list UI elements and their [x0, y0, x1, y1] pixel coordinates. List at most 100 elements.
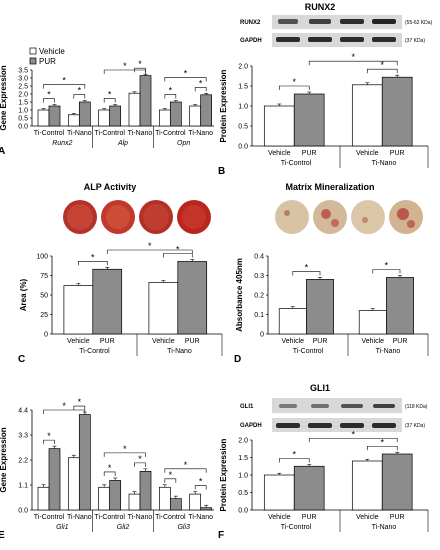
x-tick-label: Ti-Nano: [188, 514, 213, 521]
sig-bracket-pair-star: *: [292, 77, 296, 87]
x-tick-label: Vehicle: [356, 514, 379, 521]
group-label: Ti-Control: [281, 524, 312, 531]
bar-f-3: [381, 453, 413, 511]
bar-d-0: [278, 308, 307, 335]
y-tick-label: 0: [260, 332, 264, 339]
blot-band: [341, 404, 363, 408]
blot-runx2-row2-size: (37 KDa): [405, 38, 425, 44]
blot-band: [311, 404, 329, 408]
sig-bracket-pair-star: *: [91, 252, 95, 262]
sig-bracket-group: [164, 77, 207, 82]
y-tick-label: 0.2: [254, 293, 264, 300]
bar-alp-0-pur: [109, 105, 122, 127]
y-tick-label: 1.0: [238, 104, 248, 111]
sig-bracket-pair: [278, 458, 310, 463]
panel-label-B: B: [218, 166, 225, 177]
y-tick-label: 3.0: [18, 76, 28, 83]
bar-b-1: [293, 93, 325, 147]
x-tick-label: PUR: [313, 338, 328, 345]
bar-b-2: [351, 84, 383, 147]
y-tick-label: 2.5: [18, 84, 28, 91]
chart-A: 0.00.51.01.52.02.53.03.5 Gene Expression A…: [0, 59, 214, 157]
chart-D: 0 0.1 0.2 0.3 0.4 Absorbance 405nm D Vehicle PUR…: [234, 254, 429, 365]
y-tick-label: 1.5: [238, 455, 248, 462]
group-label: Ti-Nano: [372, 160, 397, 167]
x-tick-label: Ti-Nano: [67, 130, 92, 137]
panel-label-C: C: [18, 354, 25, 365]
blot-runx2: RUNX2 RUNX2 (55-62 KDa) GAPDH (37 KDa): [240, 2, 433, 47]
group-label: Ti-Control: [293, 348, 324, 355]
matrix-title: Matrix Mineralization: [285, 182, 374, 192]
blot-band: [278, 19, 298, 24]
bar-gli2-0-pur: [109, 480, 122, 511]
y-tick-label: 75: [40, 273, 48, 280]
y-tick-label: 0: [44, 332, 48, 339]
legend-pur-label: PUR: [39, 57, 56, 66]
x-tick-label: PUR: [302, 150, 317, 157]
sig-bracket-pair-star: *: [78, 86, 82, 96]
x-tick-label: PUR: [390, 150, 405, 157]
x-tick-label: PUR: [185, 338, 200, 345]
blot-band: [309, 19, 331, 24]
alp-photo-row: ALP Activity: [63, 182, 211, 234]
bar-b-3: [381, 76, 413, 147]
gene-label: Alp: [117, 140, 128, 147]
sig-bracket-pair: [163, 253, 193, 258]
sig-bracket-pair-star: *: [78, 397, 82, 407]
x-tick-label: Vehicle: [282, 338, 305, 345]
y-tick-label: 3.3: [18, 433, 28, 440]
panel-label-A: A: [0, 146, 5, 157]
x-tick-label: Ti-Control: [94, 130, 125, 137]
y-tick-label: 0.5: [238, 490, 248, 497]
matrix-well-1: [275, 200, 309, 234]
bar-gli2-1-pur: [139, 471, 152, 511]
alp-title: ALP Activity: [84, 182, 137, 192]
bar-b-0: [263, 105, 295, 147]
blot-band: [373, 404, 395, 408]
x-tick-label: Vehicle: [362, 338, 385, 345]
bar-f-2: [351, 460, 383, 511]
sig-bracket-group-star: *: [351, 429, 355, 439]
y-tick-label: 0.4: [254, 254, 264, 261]
y-axis-label: Absorbance 405nm: [235, 258, 244, 332]
sig-bracket-pair-star: *: [380, 437, 384, 447]
gene-label: Gli2: [117, 524, 130, 531]
alp-well-2-inner: [106, 205, 130, 229]
y-tick-label: 1.1: [18, 483, 28, 490]
blot-gli1-row2-label: GAPDH: [240, 423, 262, 429]
bar-opn-1-vehicle: [189, 105, 202, 127]
blot-runx2-row1-strip: [272, 15, 402, 29]
bar-gli1-1-vehicle: [67, 457, 80, 511]
matrix-well-3-spot: [362, 217, 368, 223]
y-axis-label: Protein Expression: [219, 69, 228, 142]
gene-label: Runx2: [52, 140, 72, 147]
chart-B: 0.0 0.5 1.0 1.5 2.0 Protein Expression B Vehicl…: [218, 52, 429, 177]
sig-bracket-group-star: *: [351, 52, 355, 62]
sig-bracket-pair-star: *: [138, 454, 142, 464]
bar-d-2: [358, 310, 387, 335]
sig-bracket-pair-star: *: [380, 60, 384, 70]
group-label: Ti-Control: [281, 160, 312, 167]
y-axis-label: Protein Expression: [219, 438, 228, 511]
sig-bracket-group-star: *: [62, 401, 66, 411]
bar-f-0: [263, 474, 295, 511]
legend: Vehicle PUR: [29, 47, 65, 66]
y-tick-label: 25: [40, 312, 48, 319]
blot-gli1-row1-label: GLI1: [240, 404, 254, 410]
blot-band: [372, 37, 396, 42]
blot-runx2-row2-strip: [272, 33, 402, 47]
bar-opn-1-pur: [200, 94, 213, 127]
sig-bracket-pair-star: *: [169, 86, 173, 96]
sig-bracket-pair-star: *: [169, 470, 173, 480]
y-tick-label: 1.5: [238, 84, 248, 91]
sig-bracket-pair: [164, 478, 177, 483]
blot-band: [279, 404, 297, 408]
y-tick-label: 0.0: [18, 124, 28, 131]
bar-runx2-1-pur: [78, 101, 91, 127]
x-tick-label: Vehicle: [268, 150, 291, 157]
legend-pur-swatch: [29, 57, 37, 65]
sig-bracket-group-star: *: [184, 68, 188, 78]
sig-bracket-pair: [43, 98, 55, 103]
x-tick-label: Vehicle: [268, 514, 291, 521]
